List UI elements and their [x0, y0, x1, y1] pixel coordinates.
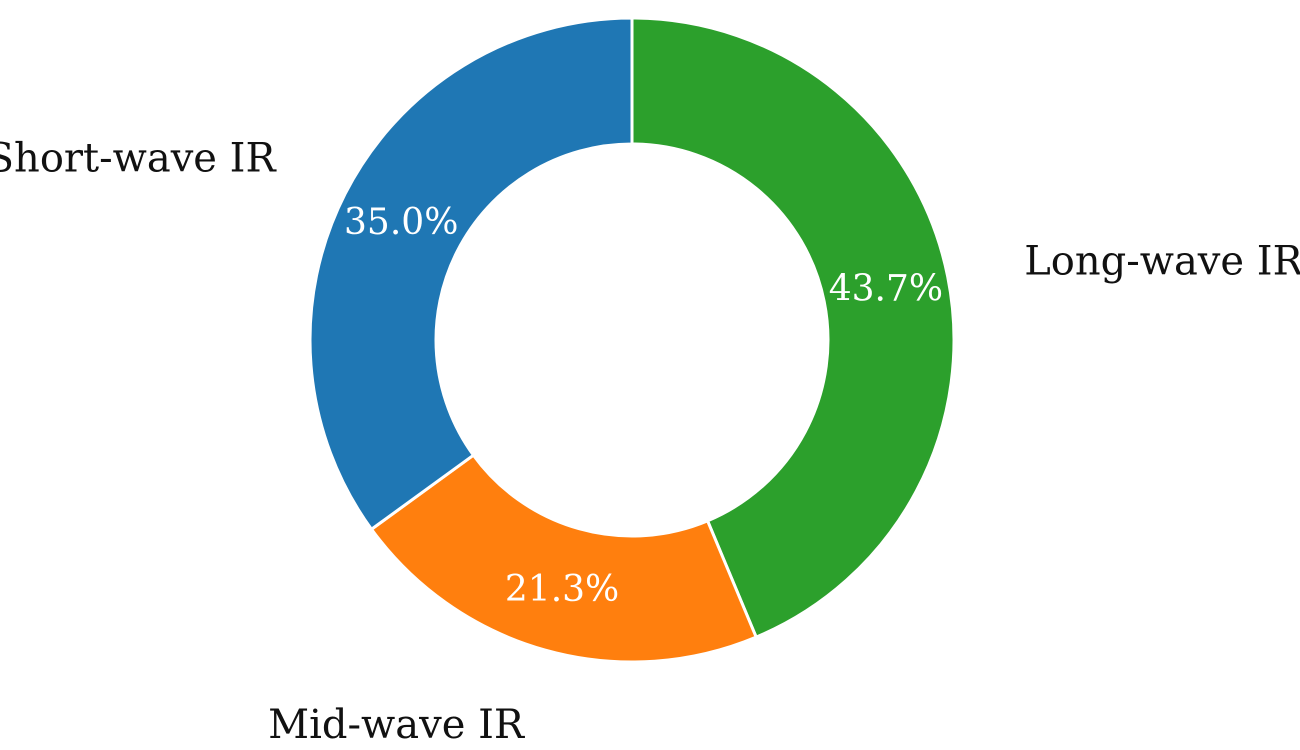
slice-long-wave-ir — [630, 16, 956, 639]
percent-label-mid-wave-ir: 21.3% — [505, 569, 619, 610]
percent-label-short-wave-ir: 35.0% — [344, 202, 458, 243]
labels-layer: 43.7% Long-wave IR 21.3% Mid-wave IR 35.0% Sh… — [0, 135, 1300, 748]
category-label-short-wave-ir: Short-wave IR — [0, 135, 277, 181]
percent-label-long-wave-ir: 43.7% — [829, 269, 943, 310]
category-label-long-wave-ir: Long-wave IR — [1024, 238, 1300, 284]
category-label-mid-wave-ir: Mid-wave IR — [268, 702, 526, 748]
slices-layer — [308, 16, 956, 664]
slice-mid-wave-ir — [369, 453, 758, 664]
slice-short-wave-ir — [308, 16, 634, 531]
